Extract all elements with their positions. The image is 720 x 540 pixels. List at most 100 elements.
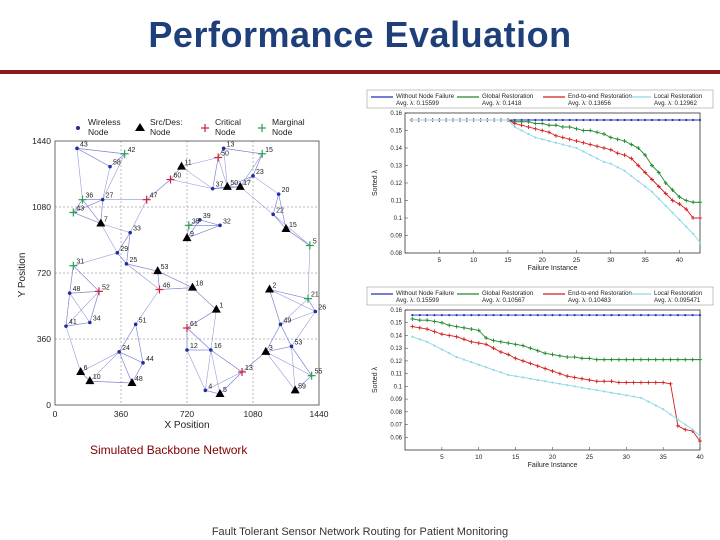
data-point (616, 166, 619, 169)
y-tick-label: 0.1 (394, 384, 403, 390)
chart-legend-box (366, 89, 714, 109)
network-edge (131, 362, 144, 384)
src-des-node (96, 218, 106, 227)
data-point (426, 313, 429, 317)
data-point (520, 129, 523, 132)
data-point (554, 141, 558, 144)
node-label: 36 (86, 193, 94, 200)
node-label: 59 (298, 383, 306, 390)
data-point (650, 118, 654, 122)
network-edge (307, 245, 311, 299)
src-des-node (182, 233, 192, 242)
node-label: 26 (318, 305, 326, 312)
data-point (662, 313, 665, 317)
src-des-node (281, 224, 291, 232)
src-des-node (153, 266, 163, 275)
network-x-tick: 720 (180, 409, 194, 419)
network-edge (80, 351, 120, 373)
node-label: 53 (161, 264, 169, 271)
network-edge (69, 293, 91, 323)
y-tick-label: 0.12 (390, 359, 402, 365)
data-point (410, 118, 413, 122)
data-point (568, 145, 571, 148)
data-point (462, 358, 466, 361)
data-point (639, 396, 643, 399)
wireless-node (221, 146, 226, 151)
x-tick-label: 40 (676, 257, 684, 264)
node-label: 1 (219, 303, 223, 310)
src-des-node (76, 367, 86, 375)
data-point (551, 313, 554, 317)
node-label: 31 (76, 259, 84, 266)
data-point (595, 313, 598, 317)
legend-series-avg: Avg. λ: 0.10567 (482, 297, 525, 304)
slide-footer: Fault Tolerant Sensor Network Routing fo… (211, 526, 509, 538)
y-tick-label: 0.15 (390, 321, 402, 327)
data-point (470, 313, 473, 317)
legend-series-name: Local Restoration (654, 93, 703, 100)
data-point (499, 313, 502, 317)
legend-series-name: Global Restoration (482, 290, 534, 297)
data-point (536, 313, 539, 317)
data-point (433, 313, 436, 317)
x-tick-label: 30 (623, 454, 631, 461)
legend-label-line: Node (88, 127, 109, 137)
network-edge (265, 351, 296, 391)
src-des-node (261, 346, 271, 355)
data-point (424, 118, 427, 122)
data-point (650, 190, 654, 193)
legend-label-line: Critical (215, 117, 241, 127)
data-point (486, 118, 489, 122)
src-des-node (127, 378, 137, 386)
network-edge (129, 199, 147, 233)
network-y-tick: 0 (46, 400, 51, 410)
network-edge (102, 153, 125, 200)
legend-label-line: Wireless (88, 117, 121, 127)
x-tick-label: 20 (539, 257, 547, 264)
y-tick-label: 0.09 (390, 397, 402, 403)
data-point (426, 340, 429, 343)
node-label: 23 (256, 169, 264, 176)
wireless-node (141, 361, 145, 365)
network-edge (65, 291, 100, 327)
chart-y-axis-label: Sorted λ (372, 169, 379, 196)
node-label: 48 (135, 376, 143, 383)
network-edge (188, 219, 200, 226)
chart-y-axis-label: Sorted λ (372, 366, 379, 393)
slide-title: Performance Evaluation (148, 14, 572, 55)
data-point (580, 313, 584, 317)
legend-label-line: Node (215, 127, 236, 137)
network-edge (117, 232, 131, 253)
data-point (534, 136, 537, 139)
node-label: 20 (282, 187, 290, 194)
data-point (632, 395, 635, 398)
legend-series-avg: Avg. λ: 0.13656 (568, 100, 611, 107)
x-tick-label: 10 (470, 257, 478, 264)
network-edge (252, 153, 263, 176)
node-label: 48 (73, 286, 81, 293)
node-label: 10 (93, 374, 101, 381)
node-label: 41 (69, 319, 77, 326)
network-edge (89, 380, 133, 384)
data-point (561, 118, 564, 122)
network-x-tick: 0 (53, 409, 58, 419)
chart-x-axis-label: Failure Instance (528, 265, 578, 272)
x-tick-label: 25 (586, 454, 594, 461)
network-edge (181, 166, 213, 189)
data-point (448, 313, 451, 317)
data-point (678, 118, 681, 122)
data-point (669, 313, 672, 317)
node-label: 49 (284, 317, 292, 324)
data-point (529, 313, 532, 317)
data-point (676, 418, 679, 421)
data-point (499, 371, 502, 374)
x-tick-label: 15 (512, 454, 520, 461)
x-tick-label: 35 (660, 454, 668, 461)
legend-series-name: End-to-end Restoration (568, 93, 633, 100)
series-line (412, 318, 700, 361)
node-label: 44 (146, 356, 154, 363)
network-edge (157, 270, 193, 288)
node-label: 24 (122, 345, 130, 352)
x-tick-label: 15 (504, 257, 512, 264)
